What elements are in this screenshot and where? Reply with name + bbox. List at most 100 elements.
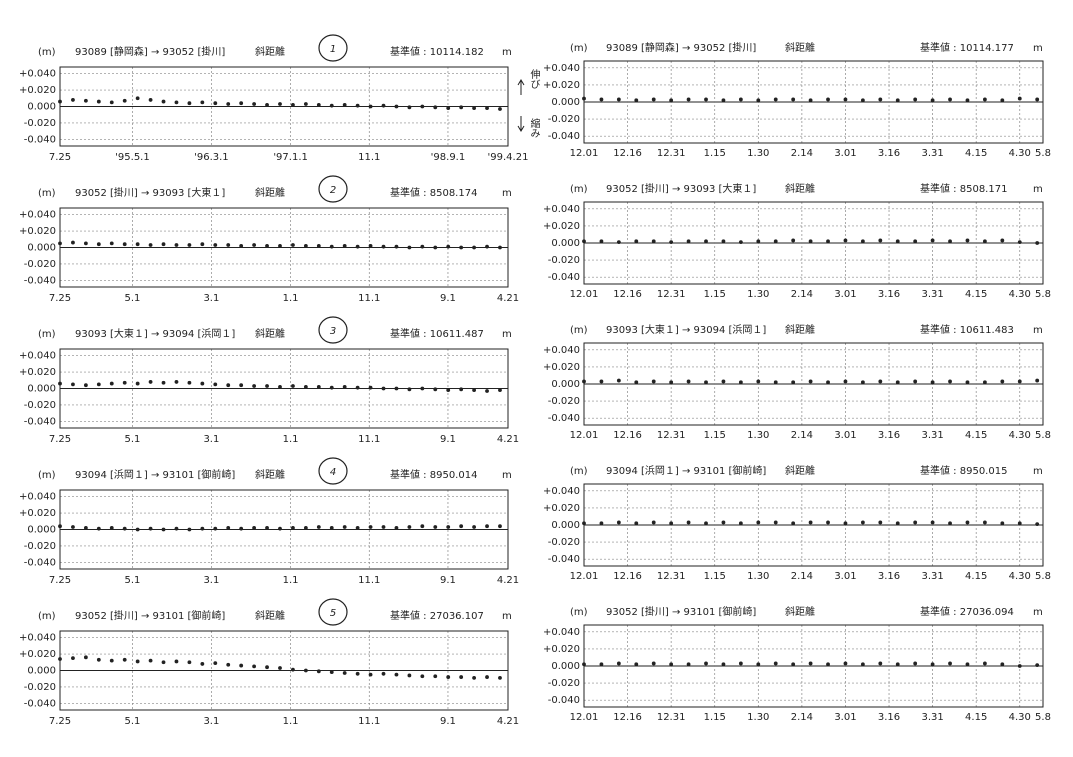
x-tick-label: 12.16	[613, 430, 642, 441]
data-point	[895, 380, 900, 385]
data-point	[394, 525, 399, 530]
x-tick-label: 1.15	[704, 289, 726, 300]
data-point	[485, 389, 489, 393]
x-tick-label: 3.1	[203, 716, 219, 727]
data-point	[878, 238, 883, 243]
y-tick-label: +0.020	[19, 226, 56, 237]
data-point	[58, 99, 62, 104]
x-tick-label: 2.14	[791, 712, 813, 723]
x-tick-label: 5.8	[1035, 289, 1051, 300]
data-point	[756, 662, 761, 667]
data-point	[226, 525, 231, 530]
data-point	[459, 524, 464, 529]
route: 93093 [大東１] → 93094 [浜岡１]	[606, 323, 766, 336]
x-tick-label: 3.31	[921, 571, 943, 582]
x-tick-label: 3.01	[834, 571, 856, 582]
x-tick-label: 9.1	[440, 716, 456, 727]
x-tick-label: 4.21	[497, 293, 519, 304]
data-point	[407, 673, 412, 678]
y-tick-label: +0.020	[19, 85, 56, 96]
y-tick-label: 0.000	[27, 384, 56, 395]
y-tick-label: -0.020	[24, 259, 56, 270]
x-tick-label: 2.14	[791, 430, 813, 441]
x-tick-label: 3.16	[878, 148, 900, 159]
data-point	[634, 521, 639, 526]
x-tick-label: 1.1	[283, 434, 299, 445]
data-point	[913, 661, 918, 666]
x-tick-label: '98.9.1	[431, 152, 466, 163]
plot-frame	[583, 60, 1044, 144]
chart-number: 1	[330, 44, 336, 55]
x-tick-label: 5.8	[1035, 148, 1051, 159]
x-tick-label: 12.01	[570, 712, 599, 723]
x-tick-label: 3.01	[834, 430, 856, 441]
data-point	[498, 107, 502, 111]
data-point	[368, 104, 373, 109]
data-point	[135, 96, 140, 101]
data-point	[1000, 238, 1005, 243]
data-point	[860, 662, 865, 667]
data-point	[651, 97, 656, 102]
data-point	[213, 526, 218, 531]
data-point	[930, 380, 935, 385]
data-point	[83, 383, 88, 388]
data-point	[187, 527, 192, 532]
data-point	[316, 243, 321, 248]
y-tick-label: 0.000	[551, 238, 580, 249]
measure: 斜距離	[255, 609, 285, 622]
y-tick-label: -0.040	[24, 134, 56, 145]
x-tick-label: 5.1	[125, 293, 141, 304]
data-point	[704, 239, 708, 244]
data-point	[252, 384, 257, 388]
data-point	[161, 242, 166, 247]
data-point	[485, 244, 489, 249]
y-tick-label: -0.040	[548, 272, 580, 283]
data-point	[226, 662, 231, 667]
data-point	[174, 659, 179, 664]
data-point	[342, 525, 347, 529]
data-point	[651, 239, 656, 244]
data-point	[291, 525, 295, 530]
data-point	[498, 676, 502, 680]
data-point	[843, 379, 848, 384]
y-tick-label: +0.020	[19, 508, 56, 519]
x-tick-label: 4.30	[1009, 430, 1031, 441]
data-point	[599, 97, 604, 102]
data-point	[291, 102, 295, 107]
data-point	[252, 243, 257, 247]
data-point	[265, 665, 269, 670]
data-point	[878, 520, 883, 525]
unit-label: (m)	[38, 188, 56, 199]
data-point	[226, 102, 231, 106]
data-point	[342, 243, 347, 248]
number-circle	[318, 457, 348, 485]
data-point	[982, 520, 987, 525]
data-point	[826, 97, 830, 102]
route: 93052 [掛川] → 93093 [大東１]	[75, 186, 225, 199]
base-value: 基準値 : 10611.483	[920, 323, 1014, 336]
x-tick-label: 1.30	[747, 571, 769, 582]
base-value: 基準値 : 10114.177	[920, 41, 1014, 54]
data-point	[808, 661, 813, 666]
data-point	[634, 98, 639, 103]
data-point	[1017, 379, 1022, 384]
data-point	[329, 244, 334, 249]
data-point	[83, 98, 88, 103]
data-point	[791, 521, 796, 526]
y-tick-label: -0.040	[24, 698, 56, 709]
x-tick-label: 5.8	[1035, 712, 1051, 723]
data-point	[791, 238, 796, 243]
unit-label: (m)	[570, 184, 588, 195]
x-tick-label: 3.01	[834, 148, 856, 159]
number-circle	[318, 175, 348, 203]
x-tick-label: 4.15	[965, 289, 987, 300]
data-point	[316, 669, 321, 674]
y-tick-label: +0.040	[19, 351, 56, 362]
y-tick-label: +0.040	[543, 486, 580, 497]
data-point	[368, 385, 373, 390]
data-point	[930, 520, 935, 525]
data-point	[420, 104, 425, 109]
x-tick-label: 11.1	[358, 152, 380, 163]
data-point	[1035, 378, 1040, 383]
y-tick-label: +0.040	[543, 627, 580, 638]
